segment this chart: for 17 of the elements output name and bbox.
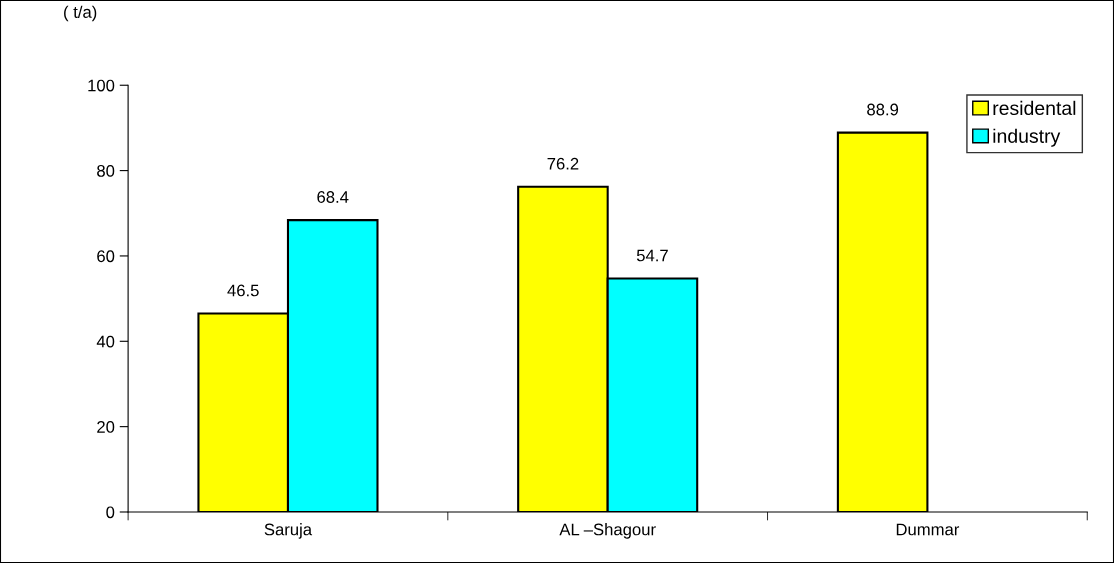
y-tick-label: 60 xyxy=(97,250,115,263)
legend-label: residental xyxy=(993,100,1076,116)
data-label: 46.5 xyxy=(227,284,259,297)
data-label: 54.7 xyxy=(636,249,668,262)
y-tick-label: 40 xyxy=(96,335,115,348)
data-label: 68.4 xyxy=(317,191,349,203)
data-label: 88.9 xyxy=(867,103,899,116)
legend-label: industry xyxy=(993,128,1061,147)
data-label: 76.2 xyxy=(547,157,579,170)
y-tick-label: 80 xyxy=(97,164,115,177)
y-axis-title: ( t/a) xyxy=(64,5,97,22)
x-tick-label: Dummar xyxy=(896,523,960,536)
x-tick-label: AL –Shagour xyxy=(559,523,656,539)
y-tick-label: 20 xyxy=(97,421,115,433)
x-tick-label: Saruja xyxy=(264,523,313,539)
y-tick-label: 100 xyxy=(88,79,115,92)
y-tick-label: 0 xyxy=(106,506,115,519)
